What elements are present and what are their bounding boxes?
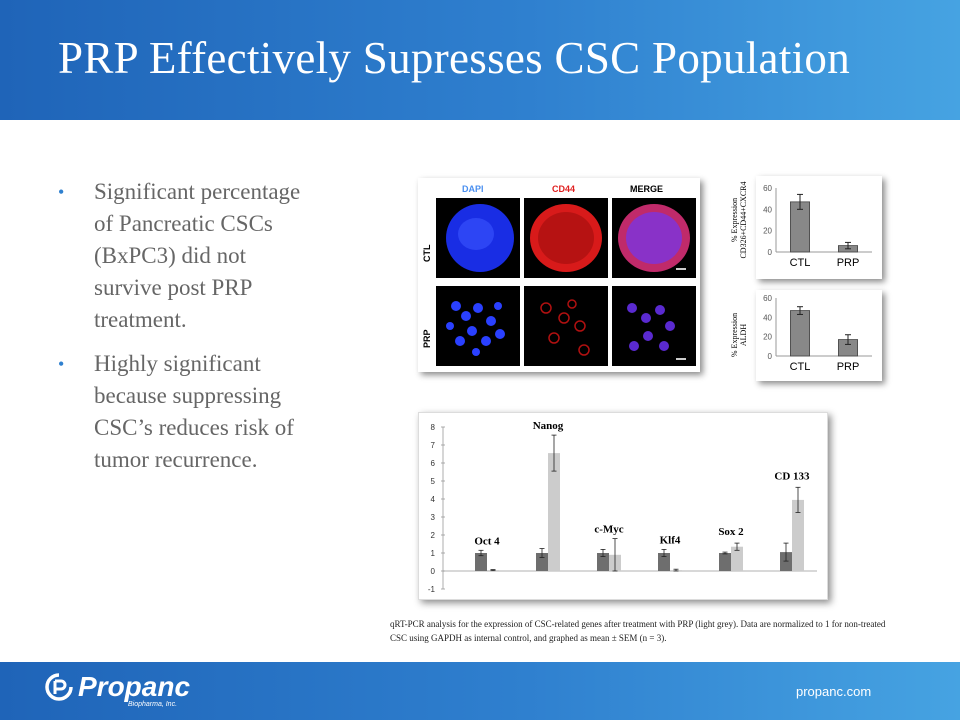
row-label-ctl: CTL: [422, 244, 432, 263]
x-tick-label: PRP: [837, 257, 860, 269]
bar: [731, 546, 743, 571]
micro-image-prp-cd44: [524, 286, 608, 366]
y-tick-label: 0: [768, 248, 773, 257]
y-tick-label: 1: [431, 549, 436, 558]
y-tick-label: 2: [431, 531, 436, 540]
bullet-dot-icon: •: [58, 354, 65, 374]
gene-label: Sox 2: [718, 526, 744, 538]
bullet-text: Highly significant because suppressing C…: [94, 351, 294, 472]
y-tick-label: 0: [431, 567, 436, 576]
bar: [780, 552, 792, 571]
qpcr-bar-chart: -1 0 1 2 3 4 5 6 7 8 Oct 4 Nanog c-Myc Klf4 Sox 2 CD 13…: [418, 412, 828, 600]
y-label-cd326: % Expression CD326+CD44+CXCR4: [730, 166, 754, 274]
bar-chart-cd326: 0 20 40 60 CTL PRP: [756, 176, 882, 279]
y-tick-label: 6: [431, 459, 436, 468]
y-tick-label: 5: [431, 477, 436, 486]
micro-image-ctl-merge: [612, 198, 696, 278]
gene-label: Nanog: [533, 420, 564, 432]
y-tick-label: 3: [431, 513, 436, 522]
micro-image-prp-dapi: [436, 286, 520, 366]
header-bar: PRP Effectively Supresses CSC Population: [0, 0, 960, 120]
bar: [790, 310, 811, 357]
footer-bar: Propanc Biopharma, Inc. propanc.com: [0, 662, 960, 720]
y-tick-label: 0: [768, 352, 773, 361]
gene-label: c-Myc: [594, 524, 623, 536]
slide-title: PRP Effectively Supresses CSC Population: [58, 33, 851, 83]
bar: [719, 553, 731, 571]
bullet-list: • Significant percentage of Pancreatic CS…: [58, 176, 308, 488]
figure-caption: qRT-PCR analysis for the expression of C…: [390, 619, 886, 643]
bar-chart-aldh: 0 20 40 60 CTL PRP: [756, 290, 882, 381]
gene-label: Oct 4: [474, 535, 500, 547]
bar: [475, 553, 487, 571]
channel-label-dapi: DAPI: [462, 184, 484, 194]
channel-label-cd44: CD44: [552, 184, 576, 194]
row-label-prp: PRP: [422, 329, 432, 348]
y-tick-label: 20: [763, 227, 772, 236]
y-tick-label: 20: [763, 333, 772, 342]
x-tick-label: PRP: [837, 361, 860, 373]
y-tick-label: -1: [428, 585, 436, 594]
bar: [792, 499, 804, 571]
microscopy-panel: DAPI CD44 MERGE CTL PRP: [418, 178, 700, 372]
bar: [536, 553, 548, 571]
y-tick-label: 40: [763, 313, 772, 322]
propanc-logo-icon: [44, 672, 74, 707]
channel-label-merge: MERGE: [630, 184, 664, 194]
x-tick-label: CTL: [790, 361, 811, 373]
bar: [597, 553, 609, 571]
bar: [658, 553, 670, 571]
y-tick-label: 60: [763, 294, 772, 303]
micro-image-prp-merge: [612, 286, 696, 366]
y-label-line: ALDH: [739, 323, 748, 347]
gene-label: Klf4: [660, 534, 681, 546]
y-tick-label: 60: [763, 184, 772, 193]
y-label-aldh: % Expression ALDH: [730, 300, 754, 370]
y-tick-label: 8: [431, 423, 436, 432]
y-tick-label: 4: [431, 495, 436, 504]
bullet-dot-icon: •: [58, 182, 65, 202]
bar: [548, 453, 560, 571]
website-link[interactable]: propanc.com: [796, 684, 872, 699]
y-label-line: % Expression: [730, 312, 739, 358]
micro-image-ctl-dapi: [436, 198, 520, 278]
y-tick-label: 40: [763, 205, 772, 214]
bullet-item: • Significant percentage of Pancreatic CS…: [58, 176, 308, 336]
bullet-item: • Highly significant because suppressing …: [58, 348, 308, 476]
logo-subtitle: Biopharma, Inc.: [128, 701, 178, 708]
gene-label: CD 133: [774, 470, 810, 482]
micro-image-ctl-cd44: [524, 198, 608, 278]
y-label-line: CD326+CD44+CXCR4: [739, 181, 748, 259]
y-tick-label: 7: [431, 441, 436, 450]
y-label-line: % Expression: [730, 197, 739, 243]
bullet-text: Significant percentage of Pancreatic CSC…: [94, 179, 301, 332]
x-tick-label: CTL: [790, 257, 811, 269]
logo-wordmark: Propanc: [78, 671, 191, 702]
